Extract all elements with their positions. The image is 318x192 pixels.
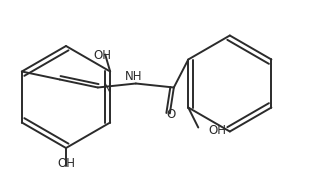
Text: OH: OH: [208, 124, 226, 137]
Text: OH: OH: [57, 157, 75, 170]
Text: O: O: [166, 108, 176, 122]
Text: NH: NH: [125, 70, 142, 83]
Text: N: N: [103, 81, 112, 94]
Text: OH: OH: [93, 50, 111, 63]
